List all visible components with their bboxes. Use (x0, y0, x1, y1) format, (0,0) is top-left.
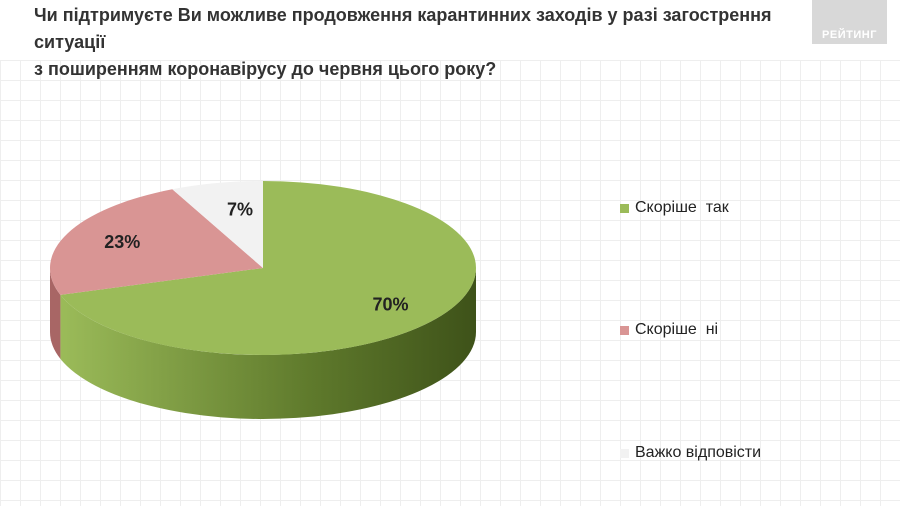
pie-side-скоріше-так (60, 268, 477, 420)
pie-data-labels: 70% 23% 7% (104, 200, 408, 315)
chart-title: Чи підтримуєте Ви можливе продовження ка… (34, 2, 804, 83)
legend-item-скоріше-так: Скоріше так (620, 196, 729, 220)
legend-label: Скоріше ні (635, 321, 719, 338)
legend-swatch (620, 448, 629, 458)
logo-text: РЕЙТИНГ (822, 29, 877, 41)
pie-slice-важко-відповісти (172, 181, 263, 268)
pie-sides (50, 268, 477, 420)
legend-item-важко-відповісти: Важко відповісти (620, 441, 761, 465)
title-line-1: Чи підтримуєте Ви можливе продовження ка… (34, 5, 772, 52)
legend-label: Важко відповісти (635, 444, 762, 461)
title-line-2: з поширенням коронавірусу до червня цьог… (34, 59, 497, 79)
data-label-скоріше-ні: 23% (104, 232, 140, 252)
legend-item-скоріше-ні: Скоріше ні (620, 318, 718, 342)
rating-logo: РЕЙТИНГ (812, 0, 887, 44)
pie-tops (49, 181, 477, 355)
legend: Скоріше так Скоріше ні Важко відповісти (620, 196, 880, 476)
legend-label: Скоріше так (635, 199, 729, 216)
pie-slice-скоріше-так (60, 181, 477, 355)
legend-swatch (620, 325, 629, 335)
data-label-скоріше-так: 70% (373, 295, 409, 315)
legend-swatch (620, 203, 629, 213)
pie-slice-скоріше-ні (49, 189, 264, 295)
data-label-важко-відповісти: 7% (227, 200, 253, 220)
pie-side-скоріше-ні (50, 268, 61, 359)
